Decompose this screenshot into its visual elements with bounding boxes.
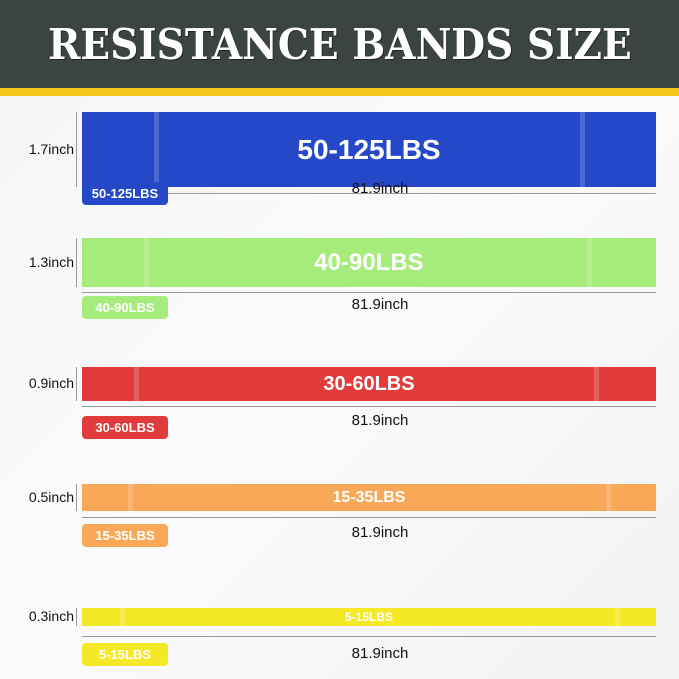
band-width-label: 1.3inch [28,253,74,270]
band-seam [120,608,125,626]
resistance-band: 50-125LBS [82,112,656,187]
band-resistance-label: 50-125LBS [297,133,441,165]
length-dimension-line [82,406,656,407]
band-width-label: 1.7inch [28,140,74,157]
band-seam [144,238,149,287]
band-seam [134,367,139,401]
resistance-band: 15-35LBS [82,484,656,511]
width-dimension-line [76,484,77,511]
band-resistance-label: 5-15LBS [344,610,394,624]
band-width-label: 0.5inch [28,488,74,505]
band-seam [587,238,592,287]
length-dimension-line [82,517,656,518]
resistance-badge: 50-125LBS [82,182,168,205]
length-dimension-line [82,636,656,637]
band-length-label: 81.9inch [351,412,409,429]
band-length-label: 81.9inch [351,524,409,541]
band-seam [154,112,159,187]
resistance-band: 30-60LBS [82,367,656,401]
band-width-label: 0.9inch [28,375,74,391]
band-resistance-label: 30-60LBS [323,372,415,395]
band-resistance-label: 15-35LBS [332,488,406,506]
band-seam [128,484,133,511]
width-dimension-line [76,367,77,401]
length-dimension-line [82,292,656,293]
resistance-badge: 40-90LBS [82,296,168,319]
band-width-label: 0.3inch [28,608,74,624]
band-length-label: 81.9inch [351,645,409,662]
band-seam [615,608,620,626]
width-dimension-line [76,112,77,187]
resistance-band: 40-90LBS [82,238,656,287]
band-resistance-label: 40-90LBS [314,248,424,276]
resistance-badge: 15-35LBS [82,524,168,547]
band-length-label: 81.9inch [351,296,409,313]
resistance-band: 5-15LBS [82,608,656,626]
resistance-badge: 5-15LBS [82,643,168,666]
band-length-label: 81.9inch [351,180,409,197]
width-dimension-line [76,608,77,626]
accent-stripe [0,88,679,96]
band-seam [580,112,585,187]
length-dimension-line [82,193,656,194]
band-seam [606,484,611,511]
page-title: RESISTANCE BANDS SIZE [47,19,632,69]
band-seam [594,367,599,401]
header-banner: RESISTANCE BANDS SIZE [0,0,679,88]
width-dimension-line [76,238,77,287]
resistance-badge: 30-60LBS [82,416,168,439]
